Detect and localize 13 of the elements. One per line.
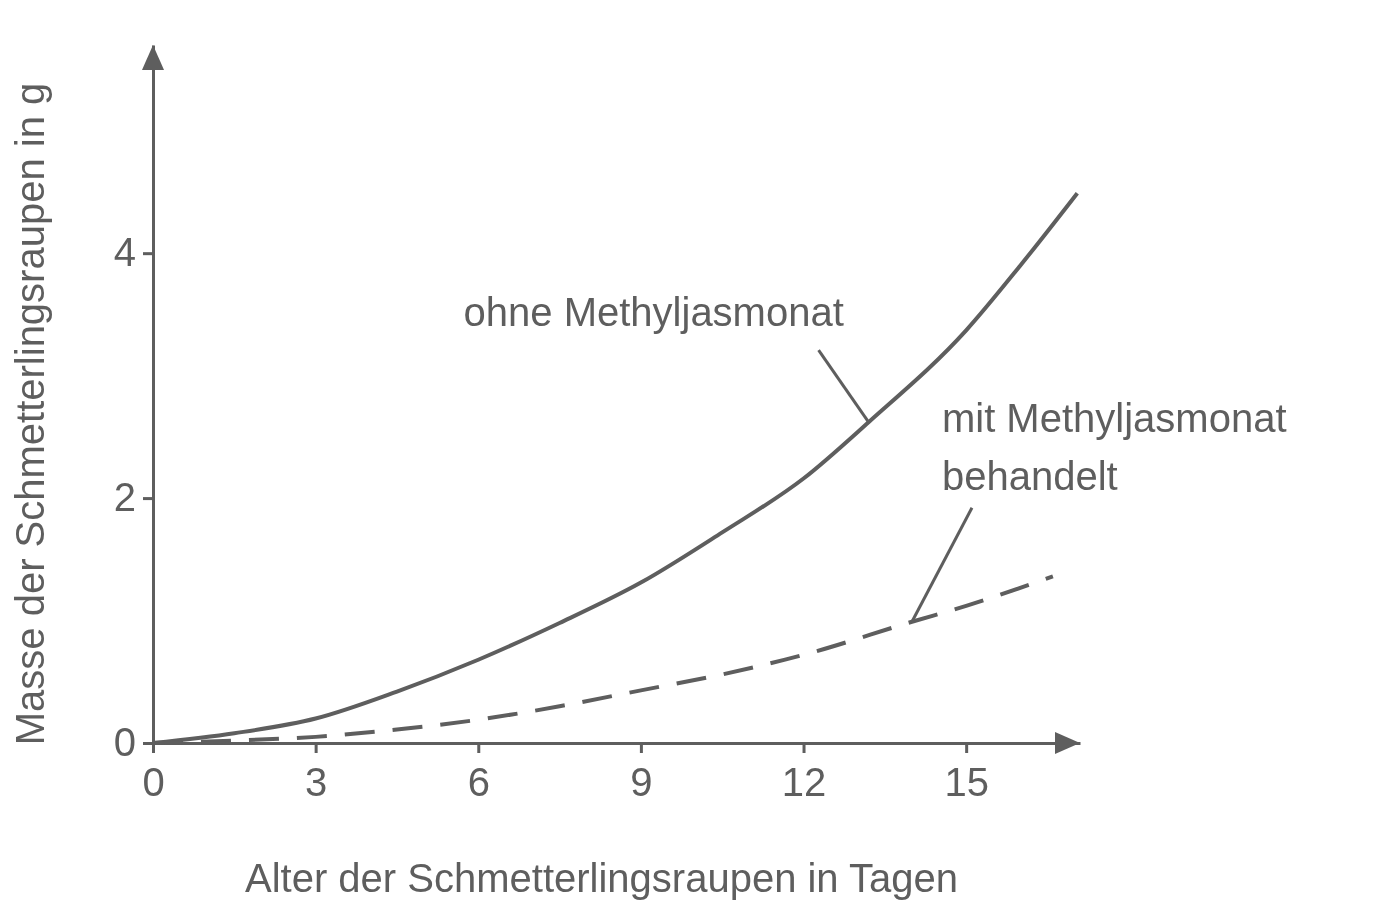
x-tick-label: 15: [944, 760, 989, 804]
text: mit Methyljasmonat behandelt: [941, 395, 1287, 498]
y-tick-label: 0: [113, 720, 136, 765]
x-tick-label: 9: [630, 760, 653, 804]
text: ohne Methyljasmonat: [463, 290, 844, 335]
y-axis-title: Masse der Schmetterlingsraupen in g: [8, 82, 52, 746]
x-tick-label: 0: [142, 760, 165, 804]
x-tick-label: 12: [781, 760, 827, 804]
x-tick-label: 3: [305, 760, 328, 804]
y-tick-label: 4: [113, 230, 136, 275]
x-tick-label: 6: [467, 760, 490, 804]
x-axis-title: Alter der Schmetterlingsraupen in Tagen: [244, 856, 959, 900]
y-tick-label: 2: [113, 475, 136, 520]
